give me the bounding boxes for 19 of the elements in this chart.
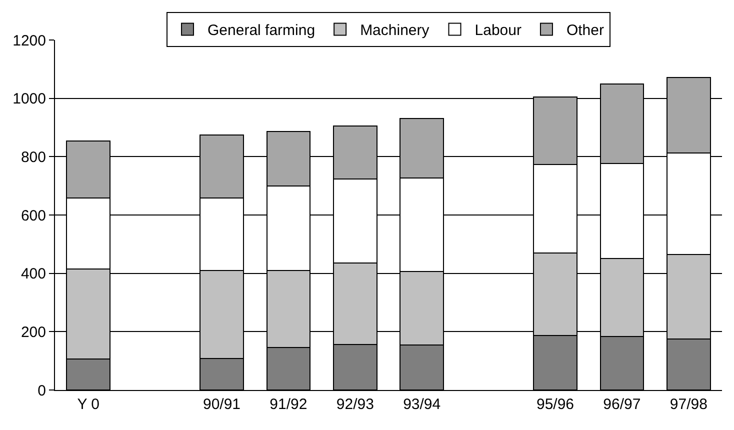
x-tick-label: 97/98 (670, 396, 708, 413)
x-tick-label: Y 0 (77, 396, 100, 413)
legend-label: General farming (208, 22, 316, 40)
x-tick-label: 96/97 (603, 396, 641, 413)
x-tick-label: 93/94 (403, 396, 441, 413)
y-tick-label: 0 (38, 382, 46, 400)
y-tick-label: 1200 (12, 32, 46, 50)
x-tick-label: 95/96 (536, 396, 574, 413)
y-tick-label: 400 (20, 266, 46, 283)
y-tick-label: 1000 (12, 90, 46, 108)
y-tick-label: 200 (20, 324, 46, 341)
legend-label: Labour (474, 22, 522, 40)
x-tick-label: 90/91 (202, 396, 241, 413)
legend-label: Other (566, 22, 604, 40)
legend-label: Machinery (360, 22, 430, 40)
x-tick-label: 91/92 (270, 396, 308, 413)
y-tick-label: 800 (20, 148, 46, 166)
y-tick-label: 600 (20, 207, 46, 224)
x-tick-label: 92/93 (336, 396, 374, 413)
